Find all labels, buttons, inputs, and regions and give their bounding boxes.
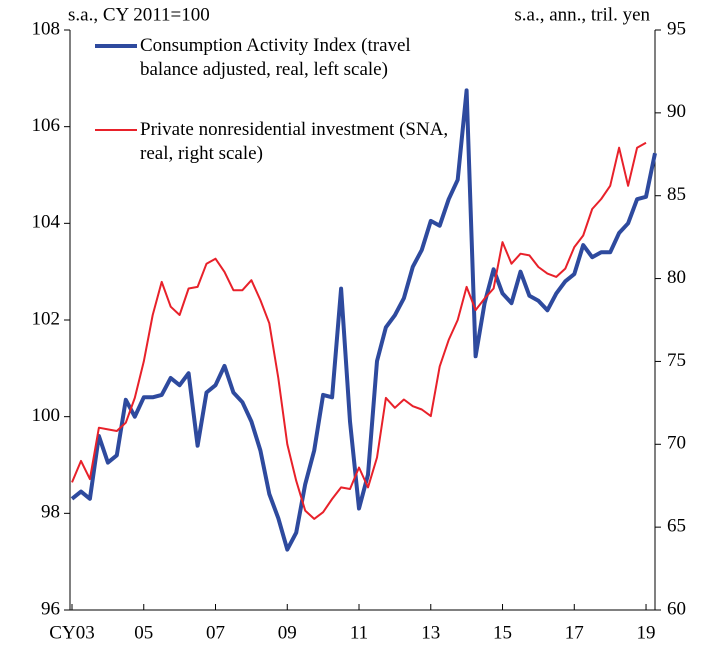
y2-tick-label: 70: [667, 433, 686, 454]
legend-label: Private nonresidential investment (SNA, …: [140, 119, 449, 164]
y2-tick-label: 65: [667, 516, 686, 537]
x-tick-label: 19: [637, 622, 656, 643]
x-tick-label: 05: [134, 622, 153, 643]
legend-label: Consumption Activity Index (travel balan…: [140, 35, 411, 80]
x-tick-label: CY03: [49, 622, 94, 643]
series-line: [70, 88, 657, 552]
series-line: [71, 141, 647, 520]
x-tick-label: 09: [278, 622, 297, 643]
y2-tick-label: 85: [667, 184, 686, 205]
x-tick-label: 13: [421, 622, 440, 643]
y-tick-label: 106: [32, 115, 61, 136]
y-tick-label: 102: [32, 308, 61, 329]
y-tick-label: 104: [32, 212, 61, 233]
y2-tick-label: 60: [667, 598, 686, 619]
y2-tick-label: 80: [667, 267, 686, 288]
x-tick-label: 15: [493, 622, 512, 643]
y-tick-label: 100: [32, 405, 61, 426]
right-axis-label: s.a., ann., tril. yen: [514, 4, 650, 25]
x-tick-label: 17: [565, 622, 584, 643]
y2-tick-label: 95: [667, 18, 686, 39]
y-tick-label: 96: [41, 598, 60, 619]
left-axis-label: s.a., CY 2011=100: [68, 4, 210, 25]
x-tick-label: 11: [350, 622, 368, 643]
x-tick-label: 07: [206, 622, 225, 643]
y2-tick-label: 75: [667, 350, 686, 371]
y-tick-label: 98: [41, 502, 60, 523]
y2-tick-label: 90: [667, 101, 686, 122]
y-tick-label: 108: [32, 18, 61, 39]
